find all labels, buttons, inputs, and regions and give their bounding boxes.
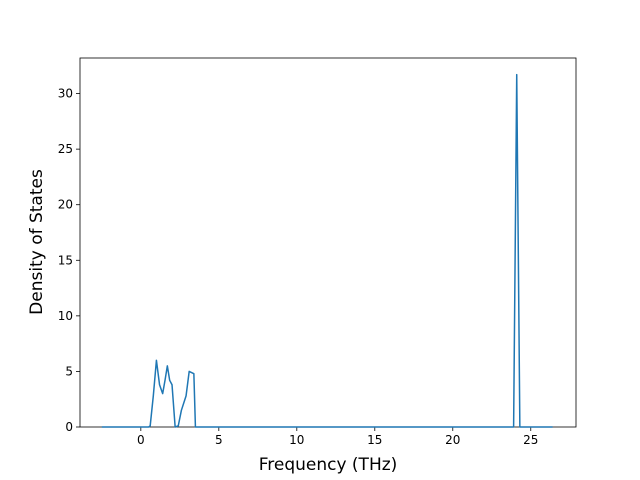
x-tick-label: 20: [445, 433, 460, 447]
line-series: [101, 73, 553, 428]
y-tick-label: 15: [58, 253, 73, 267]
x-tick-label: 15: [367, 433, 382, 447]
x-axis-label: Frequency (THz): [259, 455, 398, 475]
x-tick-label: 5: [215, 433, 223, 447]
y-tick-label: 10: [58, 309, 73, 323]
x-tick-label: 10: [289, 433, 304, 447]
axes-frame: [79, 57, 577, 428]
y-tick-label: 20: [58, 198, 73, 212]
x-tick-label: 0: [137, 433, 145, 447]
y-tick-label: 5: [65, 364, 73, 378]
x-tick-label: 25: [523, 433, 538, 447]
y-tick-label: 30: [58, 87, 73, 101]
y-tick-label: 25: [58, 142, 73, 156]
y-axis-label: Density of States: [27, 169, 47, 315]
y-tick-label: 0: [65, 420, 73, 434]
